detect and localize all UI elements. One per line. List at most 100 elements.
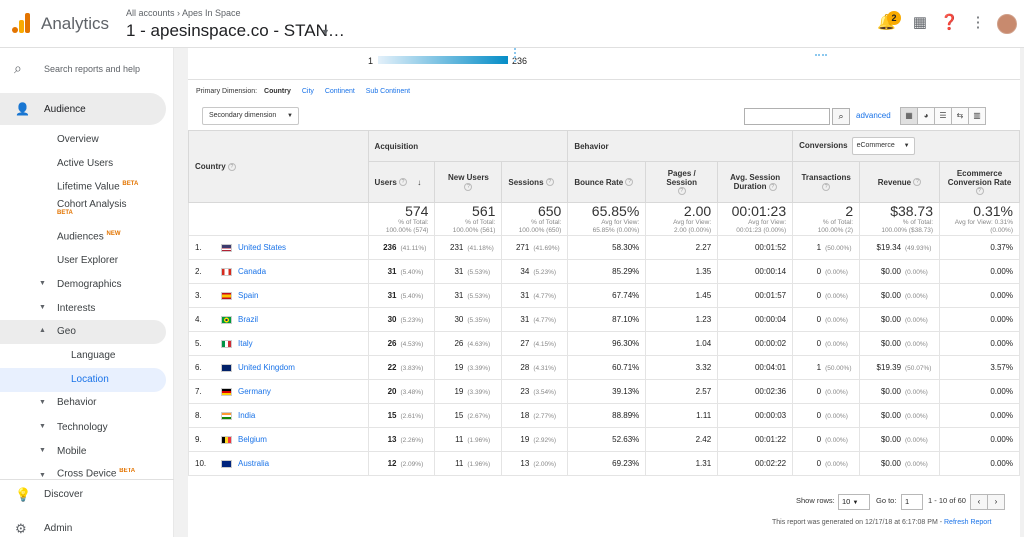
chevron-right-icon[interactable]: ▼ <box>39 304 46 311</box>
pie-view-icon[interactable]: ◕ <box>917 107 935 125</box>
sort-down-icon[interactable]: ↓ <box>417 177 422 187</box>
search-placeholder: Search reports and help <box>44 64 141 74</box>
sidebar-item-cohort-analysis[interactable]: Cohort Analysis BETA <box>57 200 126 220</box>
dimension-city[interactable]: City <box>301 88 314 95</box>
chevron-left-icon[interactable]: ‹ <box>970 494 988 510</box>
sidebar-item-geo[interactable]: ▲ Geo <box>0 320 166 344</box>
help-icon[interactable]: ? <box>768 182 777 191</box>
sidebar-item-location[interactable]: Location <box>0 368 166 392</box>
sidebar-item-active-users[interactable]: Active Users <box>57 158 114 169</box>
sidebar-item-mobile[interactable]: Mobile <box>57 446 87 457</box>
conversions-dropdown[interactable]: eCommerce ▼ <box>851 137 915 155</box>
total-value: 561 <box>472 203 496 219</box>
column-header-users[interactable]: Users ? ↓ <box>367 161 436 203</box>
flag-icon <box>221 411 232 420</box>
help-icon[interactable]: ❓ <box>940 14 959 31</box>
column-header-ecommerce-conversion-rate[interactable]: Ecommerce Conversion Rate ? <box>939 161 1020 203</box>
chevron-right-icon[interactable]: ▼ <box>39 280 46 287</box>
column-header-sessions[interactable]: Sessions ? <box>501 161 569 203</box>
sidebar-item-demographics[interactable]: Demographics <box>57 279 122 290</box>
total-caption: % of Total: <box>465 219 496 226</box>
ecommerce-rate-cell: 0.00% <box>939 379 1020 404</box>
cell-value: 31 <box>387 291 397 300</box>
country-link[interactable]: Germany <box>238 387 271 396</box>
sidebar-item-overview[interactable]: Overview <box>57 134 99 145</box>
cell-value: 236 <box>383 243 397 252</box>
table-view-icon[interactable]: ▦ <box>900 107 918 125</box>
analytics-logo-icon[interactable] <box>12 13 30 33</box>
cell-value: 15 <box>454 411 464 420</box>
sidebar-item-language[interactable]: Language <box>71 350 116 361</box>
app-name[interactable]: Analytics <box>41 14 110 33</box>
sidebar-item-interests[interactable]: Interests <box>57 303 96 314</box>
help-icon[interactable]: ? <box>227 162 236 171</box>
column-header-revenue[interactable]: Revenue ? <box>859 161 941 203</box>
help-icon[interactable]: ? <box>464 182 473 191</box>
help-icon[interactable]: ? <box>677 187 686 196</box>
country-link[interactable]: Canada <box>238 267 267 276</box>
help-icon[interactable]: ? <box>975 187 984 196</box>
sidebar-item-behavior[interactable]: Behavior <box>57 397 97 408</box>
help-icon[interactable]: ? <box>399 178 408 187</box>
comparison-view-icon[interactable]: ⇆ <box>951 107 969 125</box>
dimension-sub-continent[interactable]: Sub Continent <box>365 88 411 95</box>
column-header-country[interactable]: Country ? <box>188 130 369 203</box>
property-selector[interactable]: 1 - apesinspace.co - STAN… <box>126 21 345 40</box>
secondary-dimension-dropdown[interactable]: Secondary dimension ▼ <box>202 107 299 125</box>
apps-grid-icon[interactable]: ▦ <box>912 14 928 31</box>
column-header-pages-session[interactable]: Pages / Session? <box>645 161 719 203</box>
sidebar-item-audience[interactable]: 👤 Audience <box>0 93 166 125</box>
sidebar-search[interactable]: ⌕ Search reports and help <box>0 58 174 82</box>
goto-page-input[interactable]: 1 <box>901 494 923 510</box>
advanced-filter-link[interactable]: advanced <box>856 111 891 120</box>
performance-view-icon[interactable]: ☰ <box>934 107 952 125</box>
country-link[interactable]: Italy <box>238 339 253 348</box>
column-header-new-users[interactable]: New Users? <box>434 161 503 203</box>
sidebar-item-user-explorer[interactable]: User Explorer <box>57 255 119 266</box>
chevron-right-icon[interactable]: ▼ <box>39 447 46 454</box>
cell-value: 12 <box>387 459 397 468</box>
table-search-input[interactable] <box>744 108 830 125</box>
column-header-bounce-rate[interactable]: Bounce Rate ? <box>567 161 647 203</box>
cell-value: 11 <box>455 435 464 444</box>
dimension-country[interactable]: Country <box>264 88 291 95</box>
dimension-continent[interactable]: Continent <box>324 88 355 95</box>
report-panel: 1 236 Primary Dimension: Country City Co… <box>188 48 1020 537</box>
cell-value: $0.00 <box>880 267 902 276</box>
column-header-avg-session-duration[interactable]: Avg. Session Duration ? <box>717 161 794 203</box>
sidebar-item-audiences[interactable]: Audiences NEW <box>57 231 120 242</box>
pivot-view-icon[interactable]: ▥ <box>968 107 986 125</box>
chevron-right-icon[interactable]: ▼ <box>39 472 46 479</box>
person-icon: 👤 <box>15 102 30 116</box>
country-link[interactable]: Brazil <box>238 315 259 324</box>
chevron-right-icon[interactable]: ▼ <box>39 423 46 430</box>
column-header-transactions[interactable]: Transactions? <box>792 161 861 203</box>
country-link[interactable]: United States <box>238 243 287 252</box>
cell-percent: (3.48%) <box>400 389 424 396</box>
sidebar-item-admin[interactable]: ⚙ Admin <box>0 515 174 537</box>
country-link[interactable]: Belgium <box>238 435 267 444</box>
more-vert-icon[interactable]: ⋮ <box>970 14 986 31</box>
chevron-down-icon[interactable]: ▼ <box>321 27 330 37</box>
country-link[interactable]: Spain <box>238 291 259 300</box>
search-icon[interactable]: ⌕ <box>832 108 850 125</box>
sidebar-item-discover[interactable]: 💡 Discover <box>0 481 174 509</box>
show-rows-select[interactable]: 10 ▼ <box>838 494 870 510</box>
sidebar-item-technology[interactable]: Technology <box>57 422 108 433</box>
ecommerce-rate-cell: 0.00% <box>939 283 1020 308</box>
help-icon[interactable]: ? <box>913 178 922 187</box>
breadcrumb[interactable]: All accounts › Apes In Space <box>126 8 241 18</box>
country-link[interactable]: Australia <box>238 459 270 468</box>
help-icon[interactable]: ? <box>545 178 554 187</box>
country-link[interactable]: United Kingdom <box>238 363 295 372</box>
chevron-right-icon[interactable]: ▼ <box>39 399 46 406</box>
country-link[interactable]: India <box>238 411 256 420</box>
help-icon[interactable]: ? <box>625 178 634 187</box>
chevron-right-icon[interactable]: › <box>987 494 1005 510</box>
duration-cell: 00:01:52 <box>717 235 794 260</box>
sidebar-item-lifetime-value[interactable]: Lifetime Value BETA <box>57 181 138 192</box>
sidebar-item-cross-device[interactable]: Cross Device BETA <box>57 468 135 478</box>
refresh-report-link[interactable]: Refresh Report <box>944 519 992 526</box>
avatar[interactable] <box>997 14 1017 34</box>
help-icon[interactable]: ? <box>822 182 831 191</box>
